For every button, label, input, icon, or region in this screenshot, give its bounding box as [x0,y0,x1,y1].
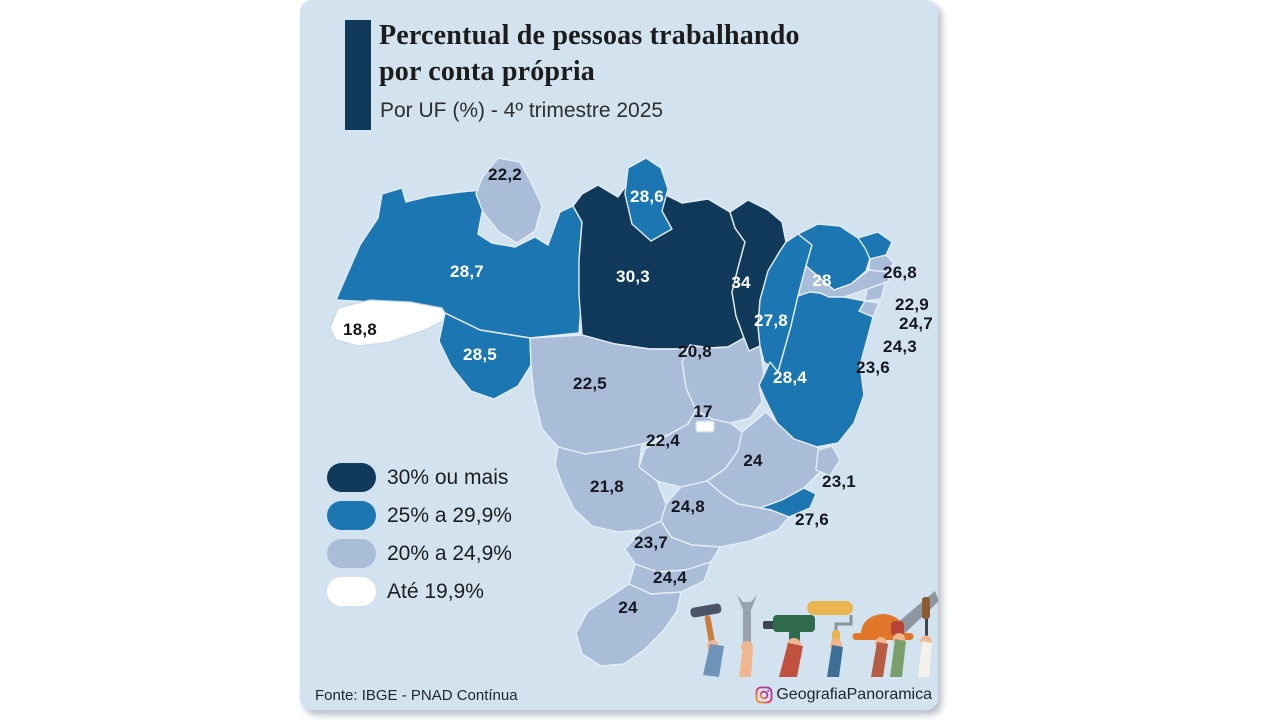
legend-item-25-29: 25% a 29,9% [327,501,512,530]
legend-swatch-30-plus [327,463,376,492]
legend-item-under-20: Até 19,9% [327,577,512,606]
state-value-ac: 18,8 [343,320,377,339]
legend-swatch-20-24 [327,539,376,568]
state-value-mg: 24 [743,451,763,470]
legend-item-20-24: 20% a 24,9% [327,539,512,568]
state-value-am: 28,7 [450,262,484,281]
legend: 30% ou mais 25% a 29,9% 20% a 24,9% Até … [327,463,512,615]
state-value-go: 22,4 [646,431,680,450]
state-value-se: 23,6 [856,358,890,377]
state-value-pe: 24,7 [899,314,933,333]
page-subtitle: Por UF (%) - 4º trimestre 2025 [380,99,664,122]
state-value-pr: 23,7 [634,533,668,552]
state-value-rr: 22,2 [488,165,522,184]
state-value-sp: 24,8 [671,497,705,516]
legend-swatch-25-29 [327,501,376,530]
state-value-sc: 24,4 [653,568,687,587]
legend-label: Até 19,9% [387,579,484,603]
state-value-to: 20,8 [678,342,712,361]
brazil-map [330,157,895,667]
state-value-ma: 34 [731,273,751,292]
state-value-pb: 22,9 [895,295,929,314]
state-value-ce: 28 [812,271,832,290]
state-value-al: 24,3 [883,337,917,356]
legend-label: 30% ou mais [387,465,509,489]
state-shape-df [695,420,715,433]
state-value-rn: 26,8 [883,263,917,282]
state-value-rs: 24 [618,598,638,617]
state-shape-rr [475,157,543,244]
infographic-card: Percentual de pessoas trabalhando por con… [300,0,938,710]
source-credit: Fonte: IBGE - PNAD Contínua [315,687,518,704]
instagram-handle: GeografiaPanoramica [776,686,932,703]
state-shape-al [864,282,886,302]
state-value-rj: 27,6 [795,510,829,529]
instagram-badge: GeografiaPanoramica [754,685,932,705]
instagram-icon [755,686,773,704]
state-shape-pb [868,254,895,273]
tools-illustration [690,591,938,677]
state-shape-ap [624,157,673,242]
state-value-ba: 28,4 [773,368,807,387]
state-value-df: 17 [693,402,713,421]
legend-label: 20% a 24,9% [387,541,512,565]
state-shape-ro [438,312,532,400]
state-value-ap: 28,6 [630,187,664,206]
state-value-ms: 21,8 [590,477,624,496]
state-shape-rs [575,583,682,667]
title-line1: Percentual de pessoas trabalhando [379,20,800,51]
state-value-es: 23,1 [822,472,856,491]
state-value-pi: 27,8 [754,311,788,330]
state-shape-es [815,445,841,477]
legend-item-30-plus: 30% ou mais [327,463,512,492]
title-line2: por conta própria [379,56,595,87]
title-accent-bar [345,20,371,130]
state-value-ro: 28,5 [463,345,497,364]
state-value-mt: 22,5 [573,374,607,393]
state-value-pa: 30,3 [616,267,650,286]
page-title: Percentual de pessoas trabalhando por con… [379,18,800,90]
legend-swatch-under-20 [327,577,376,606]
legend-label: 25% a 29,9% [387,503,512,527]
